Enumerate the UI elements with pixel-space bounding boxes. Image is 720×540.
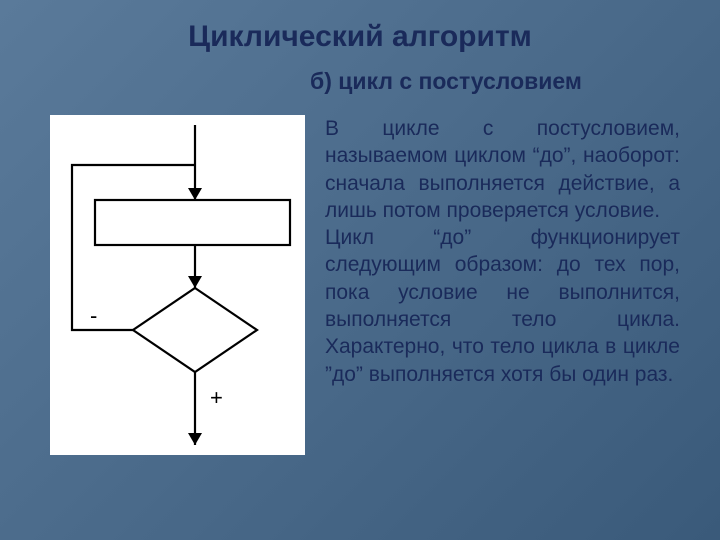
content-row: +- В цикле с постусловием, называемом ци… xyxy=(0,115,720,455)
body-text: В цикле с постусловием, называемом цикло… xyxy=(325,115,680,455)
flowchart-svg: +- xyxy=(50,115,305,455)
svg-text:+: + xyxy=(210,385,223,410)
slide-subtitle: б) цикл с постусловием xyxy=(310,68,720,95)
flowchart-panel: +- xyxy=(50,115,305,455)
svg-text:-: - xyxy=(90,303,97,328)
slide-title: Циклический алгоритм xyxy=(0,0,720,68)
